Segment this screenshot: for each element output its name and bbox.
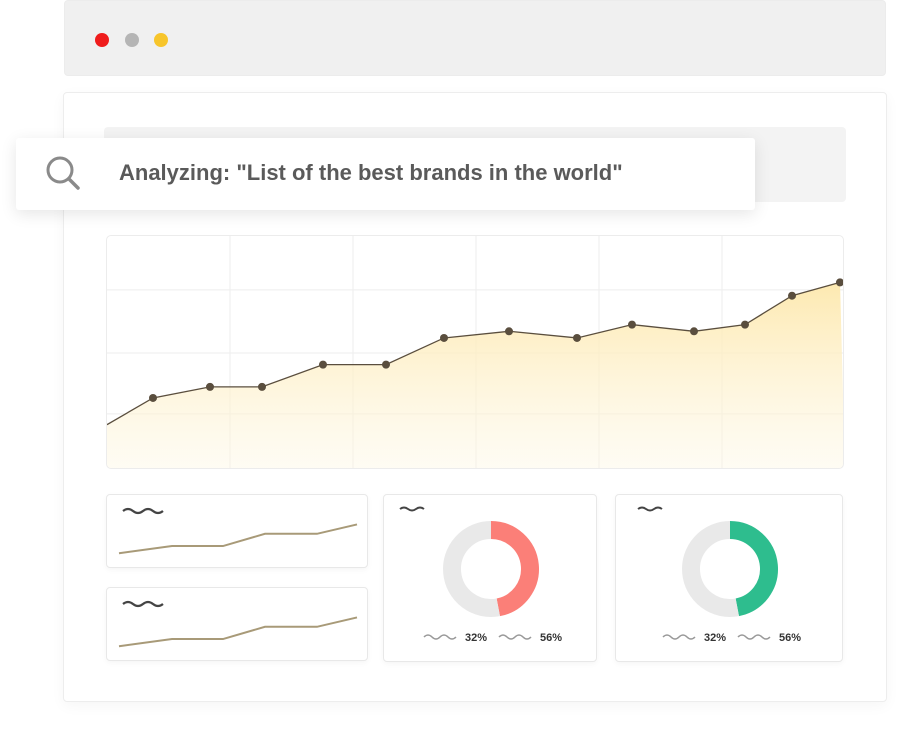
data-point[interactable] [319, 360, 327, 369]
legend-value-1: 32% [704, 632, 726, 644]
data-point[interactable] [440, 333, 448, 342]
donut-slice-2[interactable] [443, 521, 500, 617]
data-point[interactable] [382, 360, 390, 369]
legend-label-placeholder-1 [423, 634, 457, 640]
main-chart-panel [106, 235, 844, 469]
series-line [107, 281, 841, 426]
minimize-window-button[interactable] [125, 33, 139, 47]
data-point[interactable] [741, 320, 749, 329]
data-point[interactable] [788, 291, 796, 300]
card-title-placeholder [122, 507, 164, 515]
data-point[interactable] [690, 327, 698, 336]
data-point[interactable] [258, 382, 266, 391]
legend-value-2: 56% [779, 632, 801, 644]
donut-slice-2[interactable] [682, 521, 739, 617]
legend-label-placeholder-2 [737, 634, 771, 640]
card-title-placeholder [399, 506, 425, 512]
main-area-chart [107, 236, 844, 468]
legend-label-placeholder-2 [498, 634, 532, 640]
donut-slice-1[interactable] [490, 521, 539, 617]
close-window-button[interactable] [95, 33, 109, 47]
sparkline-card-2 [106, 587, 368, 661]
data-point[interactable] [149, 393, 157, 402]
data-point[interactable] [573, 333, 581, 342]
search-icon[interactable] [44, 154, 82, 192]
sparkline-line [118, 523, 358, 555]
window-titlebar [64, 0, 886, 76]
card-title-placeholder [637, 506, 663, 512]
data-point[interactable] [505, 327, 513, 336]
card-title-placeholder [122, 600, 164, 608]
sparkline-line [118, 616, 358, 648]
legend-label-placeholder-1 [662, 634, 696, 640]
legend-value-2: 56% [540, 632, 562, 644]
area-fill [107, 282, 843, 468]
search-query-text: Analyzing: "List of the best brands in t… [119, 160, 623, 185]
maximize-window-button[interactable] [154, 33, 168, 47]
search-bar[interactable] [16, 138, 755, 210]
donut-slice-1[interactable] [729, 521, 778, 617]
donut-card-red: 32% 56% [383, 494, 597, 662]
data-point[interactable] [836, 278, 844, 287]
donut-card-green: 32% 56% [615, 494, 843, 662]
data-point[interactable] [628, 320, 636, 329]
sparkline-card-1 [106, 494, 368, 568]
data-point[interactable] [206, 382, 214, 391]
legend-value-1: 32% [465, 632, 487, 644]
